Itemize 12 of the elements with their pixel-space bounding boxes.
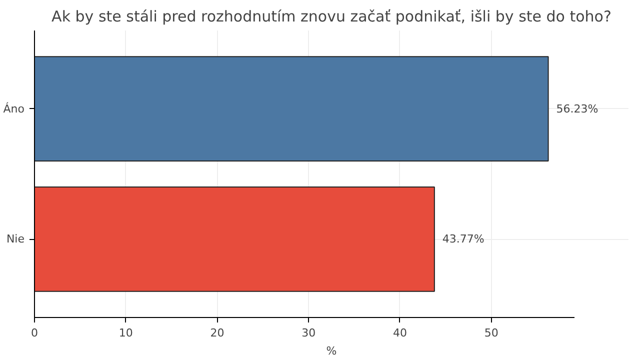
x-axis-title: % <box>326 344 337 358</box>
data-label: 56.23% <box>556 102 598 116</box>
x-tick-label: 40 <box>392 326 407 340</box>
y-tick-label: Nie <box>6 232 25 246</box>
x-tick-label: 0 <box>31 326 38 340</box>
x-tick-label: 50 <box>484 326 498 340</box>
chart-title: Ak by ste stáli pred rozhodnutím znovu začať podnikať, išli by ste do toho? <box>52 8 612 26</box>
data-label: 43.77% <box>442 232 484 246</box>
x-tick-label: 10 <box>118 326 133 340</box>
y-tick-label: Áno <box>3 101 25 116</box>
x-tick-label: 20 <box>210 326 224 340</box>
x-tick-label: 30 <box>302 326 316 340</box>
